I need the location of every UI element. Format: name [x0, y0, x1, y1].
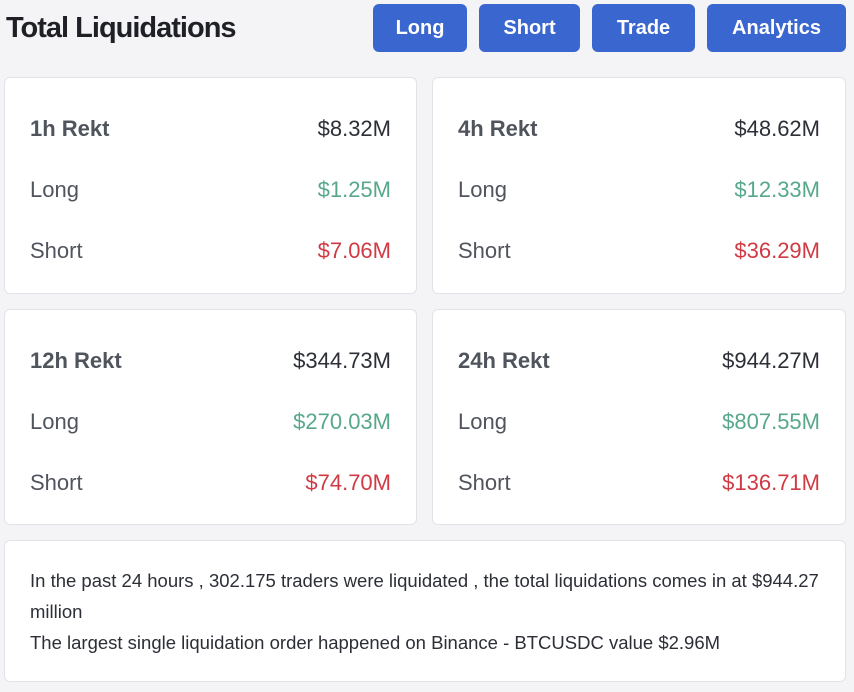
rekt-title: 24h Rekt [458, 348, 550, 373]
short-row: Short $74.70M [30, 468, 391, 498]
trade-button[interactable]: Trade [592, 4, 695, 52]
rekt-total-value: $48.62M [734, 116, 820, 141]
long-value: $807.55M [722, 409, 820, 434]
card-4h-rekt: 4h Rekt $48.62M Long $12.33M Short $36.2… [432, 77, 846, 294]
long-button[interactable]: Long [373, 4, 467, 52]
summary-line-2: The largest single liquidation order hap… [30, 632, 721, 653]
long-row: Long $1.25M [30, 175, 391, 205]
rekt-total-value: $344.73M [293, 348, 391, 373]
short-value: $136.71M [722, 470, 820, 495]
short-value: $36.29M [734, 238, 820, 263]
short-label: Short [30, 470, 83, 495]
analytics-button[interactable]: Analytics [707, 4, 846, 52]
rekt-total-row: 12h Rekt $344.73M [30, 346, 391, 376]
short-value: $74.70M [305, 470, 391, 495]
liquidation-summary: In the past 24 hours , 302.175 traders w… [4, 540, 846, 682]
rekt-title: 12h Rekt [30, 348, 122, 373]
long-label: Long [458, 409, 507, 434]
rekt-total-row: 24h Rekt $944.27M [458, 346, 820, 376]
rekt-total-value: $944.27M [722, 348, 820, 373]
rekt-total-row: 4h Rekt $48.62M [458, 114, 820, 144]
short-row: Short $36.29M [458, 236, 820, 266]
nav-buttons: Long Short Trade Analytics [373, 4, 846, 52]
long-row: Long $12.33M [458, 175, 820, 205]
card-24h-rekt: 24h Rekt $944.27M Long $807.55M Short $1… [432, 309, 846, 525]
page-title: Total Liquidations [6, 12, 237, 44]
header: Total Liquidations Long Short Trade Anal… [0, 0, 854, 60]
short-row: Short $136.71M [458, 468, 820, 498]
long-row: Long $807.55M [458, 407, 820, 437]
short-value: $7.06M [317, 238, 391, 263]
short-label: Short [458, 470, 511, 495]
long-label: Long [30, 177, 79, 202]
short-label: Short [30, 238, 83, 263]
card-1h-rekt: 1h Rekt $8.32M Long $1.25M Short $7.06M [4, 77, 417, 294]
rekt-total-value: $8.32M [317, 116, 391, 141]
long-label: Long [458, 177, 507, 202]
long-row: Long $270.03M [30, 407, 391, 437]
rekt-title: 1h Rekt [30, 116, 110, 141]
rekt-total-row: 1h Rekt $8.32M [30, 114, 391, 144]
long-value: $1.25M [317, 177, 391, 202]
card-12h-rekt: 12h Rekt $344.73M Long $270.03M Short $7… [4, 309, 417, 525]
long-value: $270.03M [293, 409, 391, 434]
short-label: Short [458, 238, 511, 263]
long-value: $12.33M [734, 177, 820, 202]
summary-line-1: In the past 24 hours , 302.175 traders w… [30, 570, 819, 622]
short-button[interactable]: Short [479, 4, 580, 52]
rekt-title: 4h Rekt [458, 116, 538, 141]
long-label: Long [30, 409, 79, 434]
short-row: Short $7.06M [30, 236, 391, 266]
